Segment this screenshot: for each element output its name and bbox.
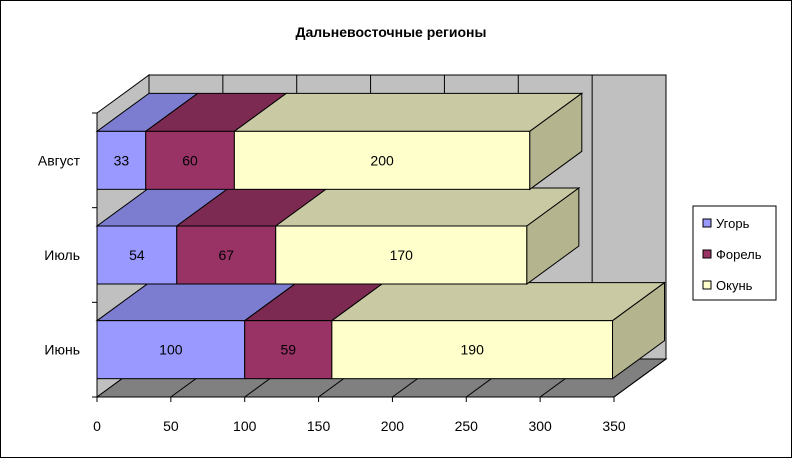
- data-labels: 100 59 190 54 67 170 33 60 200: [114, 152, 485, 357]
- category-label: Июль: [44, 247, 80, 263]
- bar: [96, 320, 246, 380]
- legend-label: Форель: [716, 247, 762, 262]
- legend-label: Угорь: [716, 216, 750, 231]
- axes: 0 50 100 150 200 250 300 350 Июнь Июль Август: [38, 112, 626, 434]
- x-tick-label: 100: [233, 418, 257, 434]
- data-label: 60: [182, 152, 198, 168]
- bar: [96, 225, 178, 285]
- legend-swatch: [702, 249, 712, 259]
- data-label: 200: [370, 152, 394, 168]
- x-tick-label: 250: [455, 418, 479, 434]
- x-tick-label: 0: [93, 418, 101, 434]
- x-tick-label: 50: [163, 418, 179, 434]
- bar-side: [612, 281, 666, 380]
- data-label: 170: [390, 247, 414, 263]
- data-label: 100: [159, 342, 183, 358]
- bar-side: [529, 92, 583, 191]
- bars: [95, 92, 667, 380]
- bar: [176, 225, 277, 285]
- bar: [233, 130, 531, 190]
- data-label: 67: [218, 247, 234, 263]
- data-label: 190: [461, 342, 485, 358]
- data-label: 54: [129, 247, 145, 263]
- x-tick-label: 300: [528, 418, 552, 434]
- x-tick-label: 200: [381, 418, 405, 434]
- bar: [145, 130, 235, 190]
- bar-top: [274, 187, 581, 227]
- legend: Угорь Форель Окунь: [692, 205, 777, 301]
- legend-swatch: [702, 218, 712, 228]
- x-tick-label: 350: [602, 418, 626, 434]
- bar-side: [526, 187, 580, 285]
- category-label: Июнь: [44, 342, 80, 358]
- bar: [331, 320, 614, 380]
- legend-swatch: [702, 280, 712, 290]
- data-label: 33: [114, 152, 130, 168]
- data-label: 59: [281, 342, 297, 358]
- bar-top: [232, 92, 584, 132]
- category-label: Август: [38, 152, 81, 168]
- legend-label: Окунь: [716, 278, 753, 293]
- bar: [275, 225, 528, 285]
- floor-gridline: [613, 358, 667, 398]
- x-tick-label: 150: [307, 418, 331, 434]
- bar: [96, 130, 147, 190]
- bar-top: [330, 282, 667, 322]
- chart-title: Дальневосточные регионы: [296, 24, 487, 40]
